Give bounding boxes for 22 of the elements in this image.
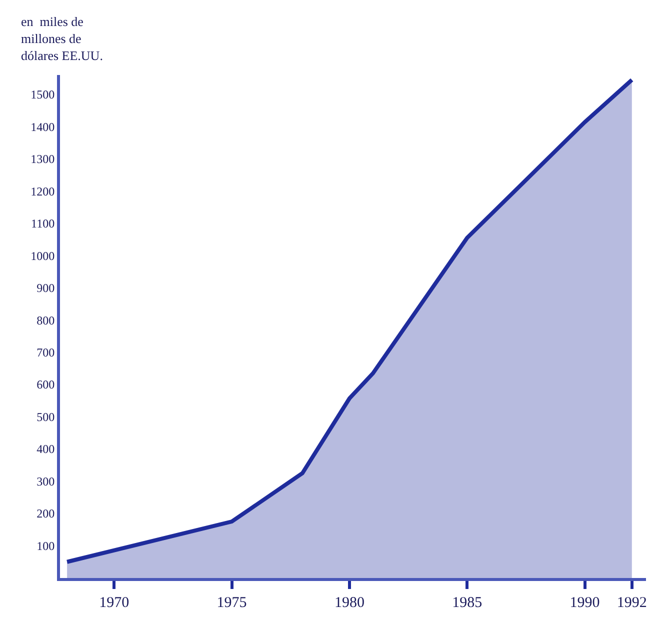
x-tick-label: 1985	[452, 595, 482, 611]
y-tick-label: 500	[36, 410, 55, 424]
y-tick-label: 1100	[31, 216, 55, 231]
x-tick-label: 1980	[334, 595, 364, 611]
y-tick-label: 600	[36, 378, 55, 392]
y-tick-label: 1400	[30, 120, 55, 134]
y-tick-label: 100	[36, 538, 55, 553]
y-tick-label: 400	[36, 442, 55, 456]
y-tick-label: 200	[36, 506, 55, 521]
x-tick-label: 1975	[216, 595, 247, 611]
y-tick-label: 1500	[30, 88, 55, 102]
x-tick-label: 1990	[570, 595, 600, 611]
x-tick-label: 1970	[99, 595, 130, 611]
y-tick-label: 300	[36, 474, 55, 488]
y-tick-label: 900	[36, 281, 55, 296]
y-tick-label: 1200	[30, 184, 55, 198]
y-tick-label: 800	[36, 313, 55, 328]
y-tick-label: 1300	[30, 152, 55, 166]
y-axis-title: en miles de millones de dólares EE.UU.	[21, 14, 103, 63]
y-tick-label: 1000	[30, 248, 55, 263]
x-tick-label: 1992	[616, 595, 647, 611]
y-tick-label: 700	[36, 345, 55, 360]
